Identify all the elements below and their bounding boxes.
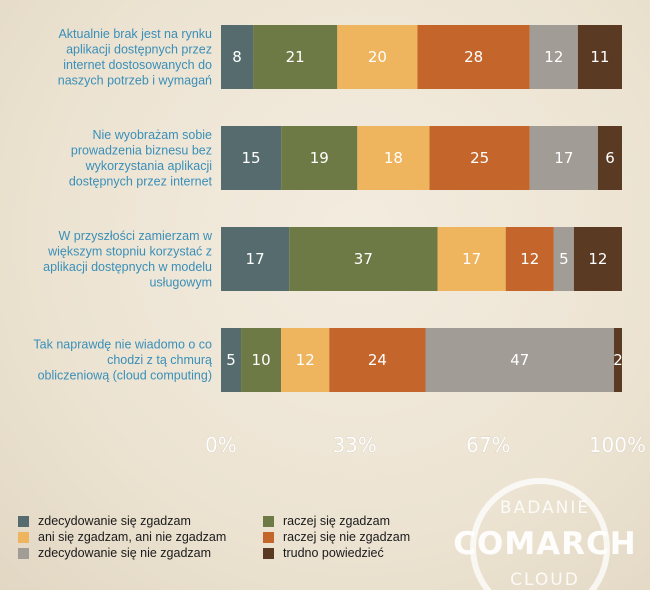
- bar-segment: [553, 227, 574, 291]
- bar-segment: [573, 227, 622, 291]
- category-label-line: Nie wyobrażam sobie: [93, 128, 213, 142]
- category-label: W przyszłości zamierzam w większym stopni…: [43, 229, 213, 290]
- bar-segment: [289, 227, 438, 291]
- legend-item: trudno powiedzieć: [263, 546, 384, 560]
- legend-swatch: [18, 547, 29, 559]
- bar-value-label: 2: [613, 351, 623, 369]
- bar-value-label: 12: [296, 351, 315, 369]
- bar-segment: [613, 328, 622, 392]
- bar-segment: [437, 227, 506, 291]
- bar-segment: [417, 25, 530, 89]
- x-tick-label: 100%: [589, 433, 646, 457]
- legend-label: ani się zgadzam, ani nie zgadzam: [38, 530, 227, 544]
- category-label-line: obliczeniową (cloud computing): [38, 369, 212, 383]
- category-label-line: aplikacji dostępnych przez: [66, 42, 212, 56]
- bar-value-label: 5: [559, 250, 569, 268]
- bar-value-label: 12: [544, 48, 563, 66]
- stacked-bar-chart: Aktualnie brak jest na rynku aplikacji do…: [33, 25, 646, 457]
- bar-segment: [241, 328, 282, 392]
- bar-value-label: 10: [252, 351, 271, 369]
- bar-value-label: 24: [368, 351, 387, 369]
- bar-value-label: 21: [286, 48, 305, 66]
- legend-item: zdecydowanie się zgadzam: [18, 514, 191, 528]
- x-tick-label: 33%: [332, 433, 376, 457]
- category-label-line: usługowym: [149, 275, 212, 289]
- bar-value-label: 19: [310, 149, 329, 167]
- bar-value-label: 5: [226, 351, 236, 369]
- bar-segment: [597, 126, 622, 190]
- bar-value-label: 11: [590, 48, 609, 66]
- bar-segment: [329, 328, 426, 392]
- bar-value-label: 15: [242, 149, 261, 167]
- category-label-line: chodzi z tą chmurą: [107, 353, 212, 367]
- legend-label: zdecydowanie się nie zgadzam: [38, 546, 212, 560]
- watermark-ring: [470, 478, 610, 590]
- watermark-logo-text: COMARCH: [453, 526, 637, 562]
- bar-value-label: 12: [520, 250, 539, 268]
- category-label-line: internet dostosowanych do: [63, 58, 212, 72]
- category-label-line: dostępnych przez internet: [69, 174, 213, 188]
- bar-segment: [281, 328, 330, 392]
- bar-value-label: 6: [605, 149, 615, 167]
- legend-label: raczej się zgadzam: [283, 514, 390, 528]
- x-tick-label: 67%: [466, 433, 510, 457]
- category-label-line: W przyszłości zamierzam w: [59, 229, 213, 243]
- category-label-line: prowadzenia biznesu bez: [71, 143, 212, 157]
- category-label-line: większym stopniu korzystać z: [47, 244, 212, 258]
- legend-label: raczej się nie zgadzam: [283, 530, 411, 544]
- watermark-bottom-text: CLOUD: [510, 570, 580, 590]
- category-label: Aktualnie brak jest na rynku aplikacji do…: [58, 27, 212, 88]
- legend-swatch: [18, 515, 29, 527]
- bar-value-label: 25: [470, 149, 489, 167]
- bar-value-label: 17: [554, 149, 573, 167]
- bar-value-label: 28: [464, 48, 483, 66]
- bar-segment: [337, 25, 418, 89]
- bar-segment: [357, 126, 430, 190]
- legend-item: raczej się zgadzam: [263, 514, 390, 528]
- category-label-line: Tak naprawdę nie wiadomo o co: [33, 338, 212, 352]
- category-label-line: naszych potrzeb i wymagań: [58, 73, 212, 87]
- bar-segment: [429, 126, 530, 190]
- legend-swatch: [263, 515, 274, 527]
- bar-value-label: 8: [232, 48, 242, 66]
- bar-segment: [505, 227, 554, 291]
- legend-item: ani się zgadzam, ani nie zgadzam: [18, 530, 226, 544]
- bar-segment: [253, 25, 338, 89]
- legend-item: raczej się nie zgadzam: [263, 530, 410, 544]
- x-tick-label: 0%: [205, 433, 237, 457]
- legend-item: zdecydowanie się nie zgadzam: [18, 546, 211, 560]
- bar-value-label: 17: [246, 250, 265, 268]
- bar-segment: [221, 126, 282, 190]
- bar-segment: [529, 25, 578, 89]
- bar-value-label: 37: [354, 250, 373, 268]
- category-label: Tak naprawdę nie wiadomo o co chodzi z tą…: [33, 338, 212, 383]
- bar-segment: [221, 25, 254, 89]
- bar-segment: [281, 126, 358, 190]
- bar-value-label: 17: [462, 250, 481, 268]
- comarch-cloud-watermark: BADANIE COMARCH CLOUD: [450, 478, 640, 590]
- watermark-top-text: BADANIE: [499, 498, 591, 518]
- legend-label: zdecydowanie się zgadzam: [38, 514, 191, 528]
- bar-value-label: 12: [588, 250, 607, 268]
- legend-swatch: [263, 531, 274, 543]
- bar-value-label: 18: [384, 149, 403, 167]
- category-label: Nie wyobrażam sobie prowadzenia biznesu b…: [69, 128, 213, 189]
- category-label-line: aplikacji dostępnych w modelu: [43, 260, 212, 274]
- bar-segment: [221, 227, 290, 291]
- category-label-line: Aktualnie brak jest na rynku: [58, 27, 212, 41]
- bar-segment: [529, 126, 598, 190]
- legend-swatch: [263, 547, 274, 559]
- bar-segment: [425, 328, 614, 392]
- bar-segment: [221, 328, 242, 392]
- bar-segment: [577, 25, 622, 89]
- category-label-line: wykorzystania aplikacji: [85, 159, 212, 173]
- bar-value-label: 20: [368, 48, 387, 66]
- legend-swatch: [18, 531, 29, 543]
- legend-label: trudno powiedzieć: [283, 546, 384, 560]
- bar-value-label: 47: [510, 351, 529, 369]
